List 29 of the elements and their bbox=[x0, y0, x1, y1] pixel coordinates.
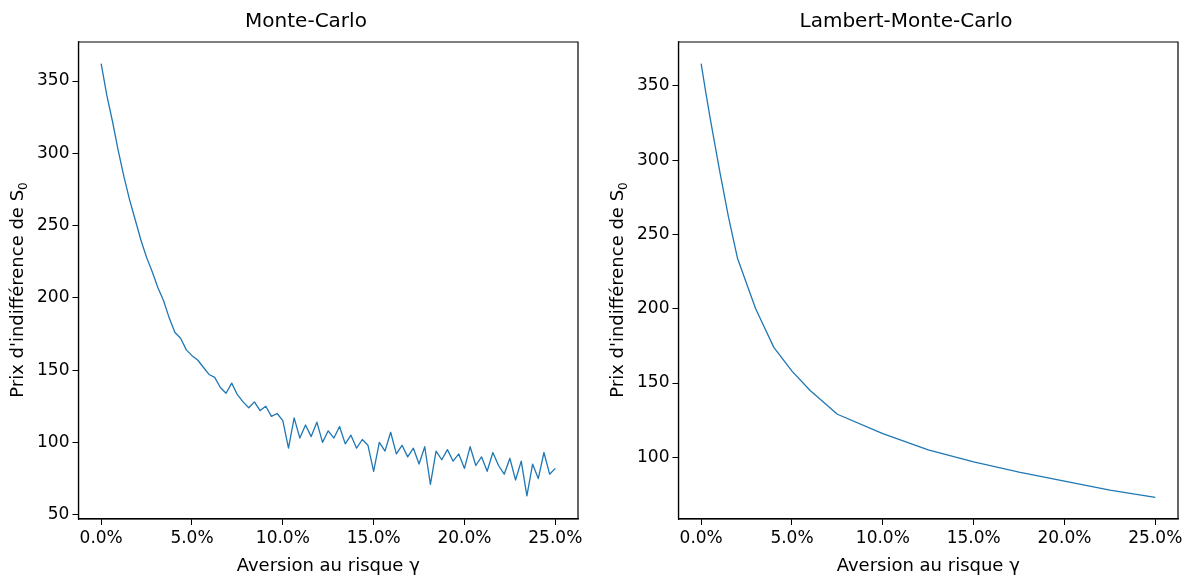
y-tick-label: 350 bbox=[636, 74, 670, 95]
y-tick-label: 200 bbox=[36, 286, 70, 307]
chart-title: Lambert-Monte-Carlo bbox=[799, 8, 1013, 33]
chart-title: Monte-Carlo bbox=[245, 8, 367, 33]
x-tick-label: 10.0% bbox=[855, 526, 910, 547]
y-tick-label: 150 bbox=[36, 358, 70, 379]
y-tick-label: 250 bbox=[636, 222, 670, 243]
y-tick-label: 300 bbox=[636, 148, 670, 169]
x-tick-label: 25.0% bbox=[528, 526, 583, 547]
x-tick-label: 20.0% bbox=[437, 526, 492, 547]
x-tick-label: 25.0% bbox=[1128, 526, 1183, 547]
y-tick-label: 200 bbox=[636, 297, 670, 318]
x-axis-title: Aversion au risque γ bbox=[836, 553, 1021, 575]
x-tick-label: 5.0% bbox=[770, 526, 814, 547]
x-tick-label: 0.0% bbox=[79, 526, 123, 547]
y-tick-label: 300 bbox=[36, 141, 70, 162]
x-tick-label: 20.0% bbox=[1037, 526, 1092, 547]
y-tick-label: 50 bbox=[47, 503, 70, 524]
x-tick-label: 10.0% bbox=[255, 526, 310, 547]
x-tick-label: 15.0% bbox=[946, 526, 1001, 547]
y-tick-label: 100 bbox=[36, 430, 70, 451]
y-tick-label: 150 bbox=[636, 371, 670, 392]
y-tick-label: 250 bbox=[36, 213, 70, 234]
x-tick-label: 15.0% bbox=[346, 526, 401, 547]
y-tick-label: 350 bbox=[36, 69, 70, 90]
x-tick-label: 5.0% bbox=[170, 526, 214, 547]
x-axis-title: Aversion au risque γ bbox=[236, 553, 421, 575]
x-tick-label: 0.0% bbox=[679, 526, 723, 547]
y-tick-label: 100 bbox=[636, 445, 670, 466]
